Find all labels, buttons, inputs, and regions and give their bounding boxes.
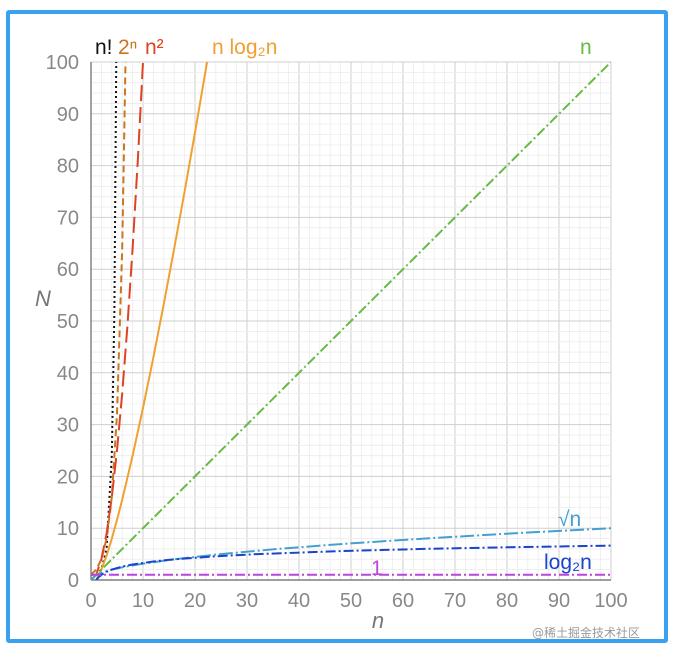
series-label-7: 1 [371,557,383,580]
watermark: @稀土掘金技术社区 [532,626,641,640]
series-line-5 [91,527,611,580]
series-label-0: n! [95,36,113,59]
series-label-5: √n [558,508,581,531]
series-line-4 [91,62,611,580]
x-axis-label: n [372,608,384,633]
x-tick-label: 90 [548,590,570,612]
x-tick-label: 70 [444,590,466,612]
series-label-1: 2ⁿ [118,36,137,59]
y-tick-label: 40 [57,363,79,385]
y-tick-label: 0 [68,570,79,592]
x-tick-label: 40 [288,590,310,612]
y-axis-label: N [35,286,51,311]
y-tick-label: 20 [57,466,79,488]
x-tick-label: 30 [236,590,258,612]
series-labels: n! 2ⁿ n² n log₂n n √n log₂n 1 [95,36,592,580]
y-tick-label: 70 [57,207,79,229]
series-lines [91,62,611,580]
y-tick-label: 80 [57,156,79,178]
x-tick-label: 10 [132,590,154,612]
y-tick-label: 90 [57,104,79,126]
x-tick-label: 20 [184,590,206,612]
x-tick-label: 100 [594,590,627,612]
x-tick-label: 60 [392,590,414,612]
series-label-3: n log₂n [212,36,277,59]
series-label-2: n² [145,36,164,59]
tick-labels: 0 10 20 30 40 50 60 70 80 90 100 0 10 20 30 40 50 60 70 80 9… [46,52,628,612]
series-line-1 [91,62,127,576]
series-label-4: n [580,36,592,59]
x-tick-label: 80 [496,590,518,612]
y-tick-label: 50 [57,311,79,333]
y-tick-label: 100 [46,52,79,74]
y-tick-label: 10 [57,518,79,540]
series-line-3 [95,62,209,580]
y-tick-label: 30 [57,415,79,437]
series-line-2 [91,62,145,580]
series-line-6 [95,544,611,580]
x-tick-label: 50 [340,590,362,612]
y-tick-label: 60 [57,259,79,281]
series-label-6: log₂n [544,551,592,574]
axes [90,62,611,581]
x-tick-label: 0 [85,590,96,612]
